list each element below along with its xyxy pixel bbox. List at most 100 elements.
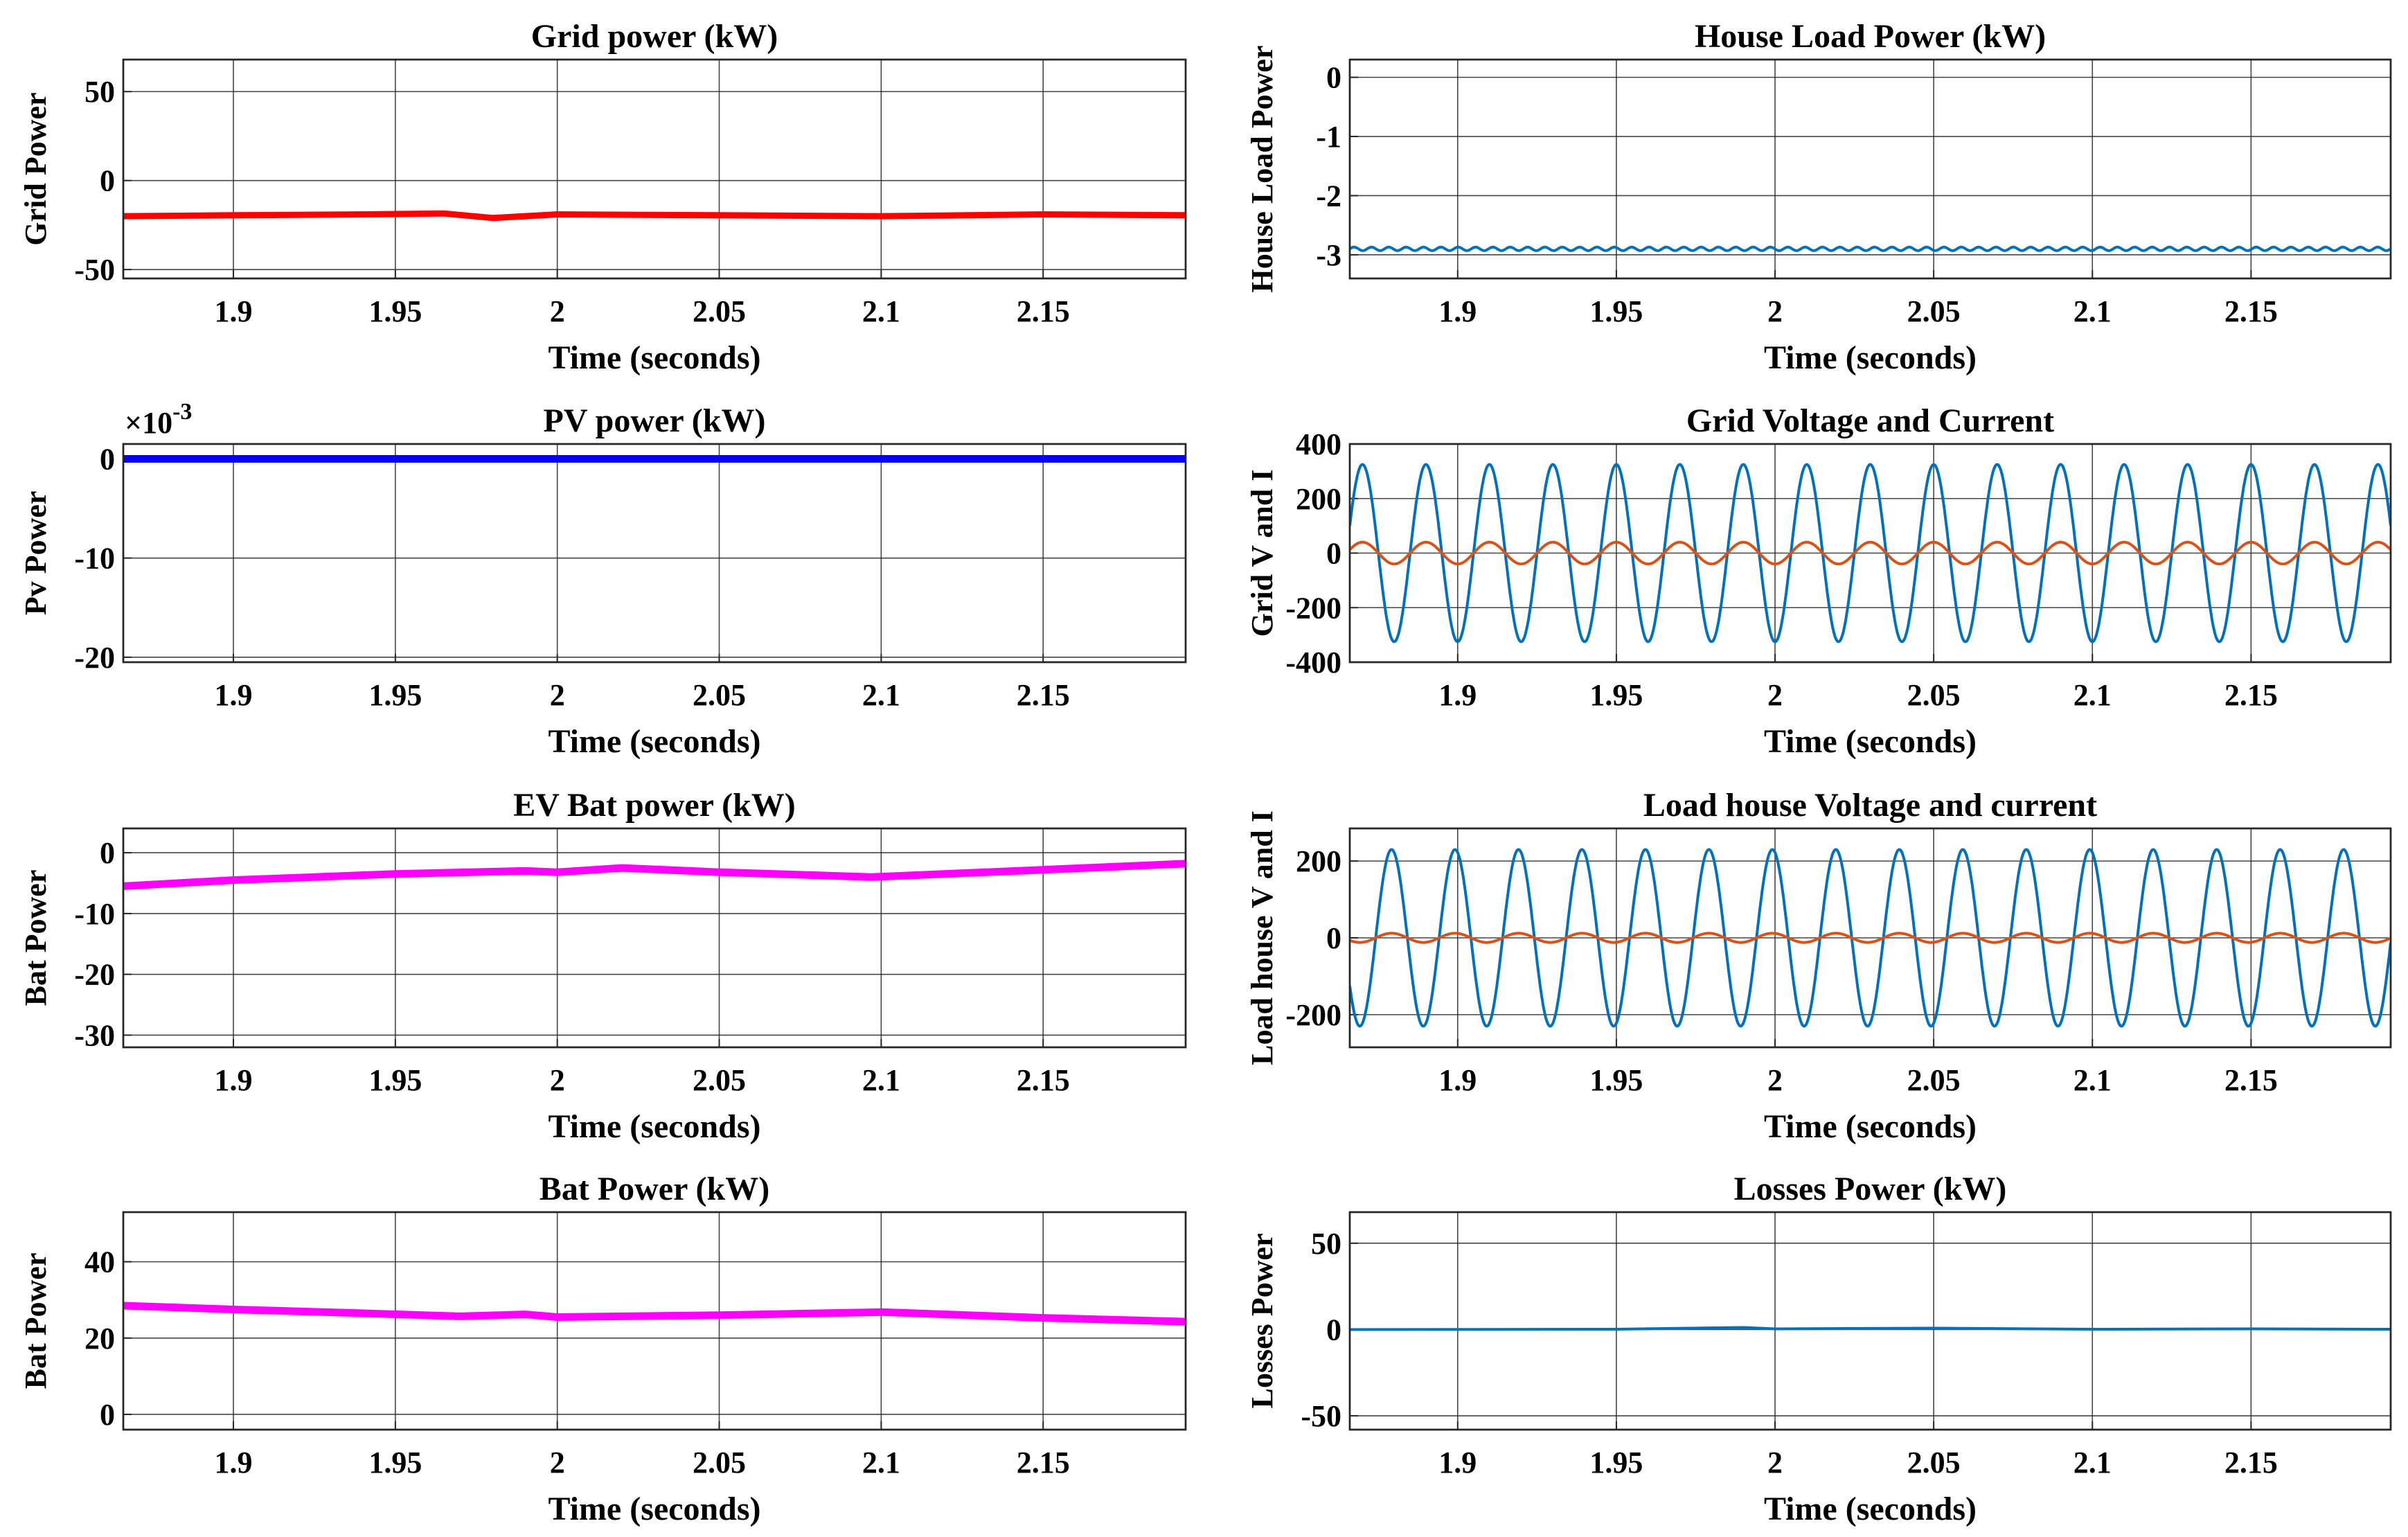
x-axis-label: Time (seconds) xyxy=(1764,339,1977,376)
x-tick-label: 1.95 xyxy=(368,1446,422,1480)
y-tick-label: 400 xyxy=(1296,427,1341,461)
y-tick-label: 200 xyxy=(1296,482,1341,516)
chart-title: EV Bat power (kW) xyxy=(513,787,796,824)
series-line xyxy=(123,860,1186,890)
x-axis-label: Time (seconds) xyxy=(548,723,760,760)
x-tick-label: 1.9 xyxy=(1438,1063,1477,1097)
y-axis-label: Bat Power xyxy=(19,1253,53,1389)
series-line xyxy=(1350,463,2391,643)
chart-title: Losses Power (kW) xyxy=(1734,1171,2007,1207)
y-axis-label: Load house V and I xyxy=(1245,810,1279,1065)
series-line xyxy=(123,1301,1186,1326)
x-tick-label: 2.15 xyxy=(2224,678,2278,712)
y-tick-label: -50 xyxy=(74,253,115,287)
x-tick-label: 2.15 xyxy=(1017,1063,1070,1097)
x-tick-label: 2.15 xyxy=(1017,678,1070,712)
y-tick-label: -10 xyxy=(74,542,115,576)
series-line xyxy=(123,210,1186,222)
y-tick-label: -3 xyxy=(1316,238,1341,272)
x-tick-label: 2 xyxy=(550,294,565,328)
x-tick-label: 2.15 xyxy=(2224,1063,2278,1097)
x-tick-label: 2 xyxy=(550,678,565,712)
x-axis-label: Time (seconds) xyxy=(548,1491,760,1527)
x-tick-label: 2.15 xyxy=(2224,294,2278,328)
x-axis-label: Time (seconds) xyxy=(1764,723,1977,760)
x-tick-label: 2.1 xyxy=(862,1063,900,1097)
y-tick-label: -50 xyxy=(1301,1399,1341,1433)
plot-border xyxy=(122,827,1187,1049)
series-line xyxy=(1350,540,2391,566)
plot-border xyxy=(1348,1211,2392,1431)
x-tick-label: 2 xyxy=(1767,1446,1783,1480)
subplot-2: 1.9 1.95 2 2.05 2.1 2.15 -3 -2 -1 0 House Load Pow… xyxy=(1245,18,2392,376)
plot-area xyxy=(1348,1211,2392,1431)
series-line xyxy=(1350,1326,2391,1331)
x-tick-label: 1.9 xyxy=(215,294,253,328)
y-tick-label: 200 xyxy=(1296,844,1341,878)
x-tick-label: 1.9 xyxy=(215,1063,253,1097)
x-tick-label: 1.95 xyxy=(1589,294,1643,328)
plot-border xyxy=(122,1211,1187,1431)
chart-title: Load house Voltage and current xyxy=(1643,787,2097,824)
x-tick-label: 2.1 xyxy=(862,294,900,328)
x-tick-label: 1.95 xyxy=(1589,1446,1643,1480)
y-tick-label: -20 xyxy=(74,641,115,675)
plot-area xyxy=(122,443,1187,664)
x-tick-label: 1.9 xyxy=(1438,1446,1477,1480)
subplot-4: 1.9 1.95 2 2.05 2.1 2.15 -400 -200 0 200 400 Grid V… xyxy=(1245,402,2392,760)
x-tick-label: 2.1 xyxy=(2073,294,2112,328)
y-tick-label: 50 xyxy=(84,75,115,109)
x-tick-label: 2.1 xyxy=(862,678,900,712)
series-line xyxy=(1350,932,2391,944)
y-tick-label: 20 xyxy=(84,1322,115,1356)
x-tick-label: 2.1 xyxy=(2073,678,2112,712)
x-axis-label: Time (seconds) xyxy=(1764,1108,1977,1145)
y-axis-label: Losses Power xyxy=(1245,1234,1279,1409)
x-tick-label: 2 xyxy=(550,1063,565,1097)
chart-title: House Load Power (kW) xyxy=(1695,18,2046,55)
x-tick-label: 2 xyxy=(1767,294,1783,328)
x-tick-label: 1.9 xyxy=(215,678,253,712)
y-axis-label: Bat Power xyxy=(19,870,53,1006)
subplot-7: 1.9 1.95 2 2.05 2.1 2.15 0 20 40 Bat Power (kW) Ti… xyxy=(19,1171,1187,1527)
x-tick-label: 2.05 xyxy=(693,1063,746,1097)
x-tick-label: 2.1 xyxy=(2073,1063,2112,1097)
y-tick-label: 0 xyxy=(1326,537,1341,571)
x-tick-label: 2.15 xyxy=(1017,294,1070,328)
y-tick-label: 0 xyxy=(100,442,115,476)
plot-border xyxy=(1348,58,2392,280)
x-tick-label: 2.05 xyxy=(1907,1446,1961,1480)
x-tick-label: 2.05 xyxy=(693,678,746,712)
plot-border xyxy=(122,443,1187,664)
y-tick-label: -30 xyxy=(74,1018,115,1052)
y-tick-label: 0 xyxy=(100,1398,115,1432)
plot-border xyxy=(1348,827,2392,1049)
subplot-5: 1.9 1.95 2 2.05 2.1 2.15 -30 -20 -10 0 EV Bat powe… xyxy=(19,787,1187,1145)
subplot-6: 1.9 1.95 2 2.05 2.1 2.15 -200 0 200 Load house Vo… xyxy=(1245,787,2392,1145)
plot-border xyxy=(1348,443,2392,664)
x-tick-label: 2.1 xyxy=(2073,1446,2112,1480)
x-axis-label: Time (seconds) xyxy=(548,339,760,376)
y-axis-label: House Load Power xyxy=(1245,46,1279,293)
x-axis-label: Time (seconds) xyxy=(1764,1491,1977,1527)
x-tick-label: 1.95 xyxy=(368,1063,422,1097)
y-tick-label: -20 xyxy=(74,958,115,992)
y-tick-label: 0 xyxy=(1326,61,1341,95)
y-tick-label: -2 xyxy=(1316,179,1341,213)
x-tick-label: 2.05 xyxy=(693,294,746,328)
x-tick-label: 2.05 xyxy=(1907,1063,1961,1097)
subplot-3: 1.9 1.95 2 2.05 2.1 2.15 -20 -10 0 PV power (kW) T… xyxy=(19,399,1187,760)
y-axis-label: Grid V and I xyxy=(1245,470,1279,637)
y-tick-label: 0 xyxy=(1326,921,1341,955)
y-axis-label: Grid Power xyxy=(19,92,53,245)
y-tick-label: -200 xyxy=(1285,998,1341,1032)
y-tick-label: 0 xyxy=(100,164,115,198)
x-tick-label: 2.1 xyxy=(862,1446,900,1480)
plot-border xyxy=(122,58,1187,280)
x-tick-label: 2.05 xyxy=(1907,678,1961,712)
y-tick-label: 0 xyxy=(100,836,115,870)
x-tick-label: 1.95 xyxy=(1589,678,1643,712)
y-tick-label: -400 xyxy=(1285,646,1341,679)
x-tick-label: 1.9 xyxy=(215,1446,253,1480)
series-line xyxy=(1350,848,2391,1028)
